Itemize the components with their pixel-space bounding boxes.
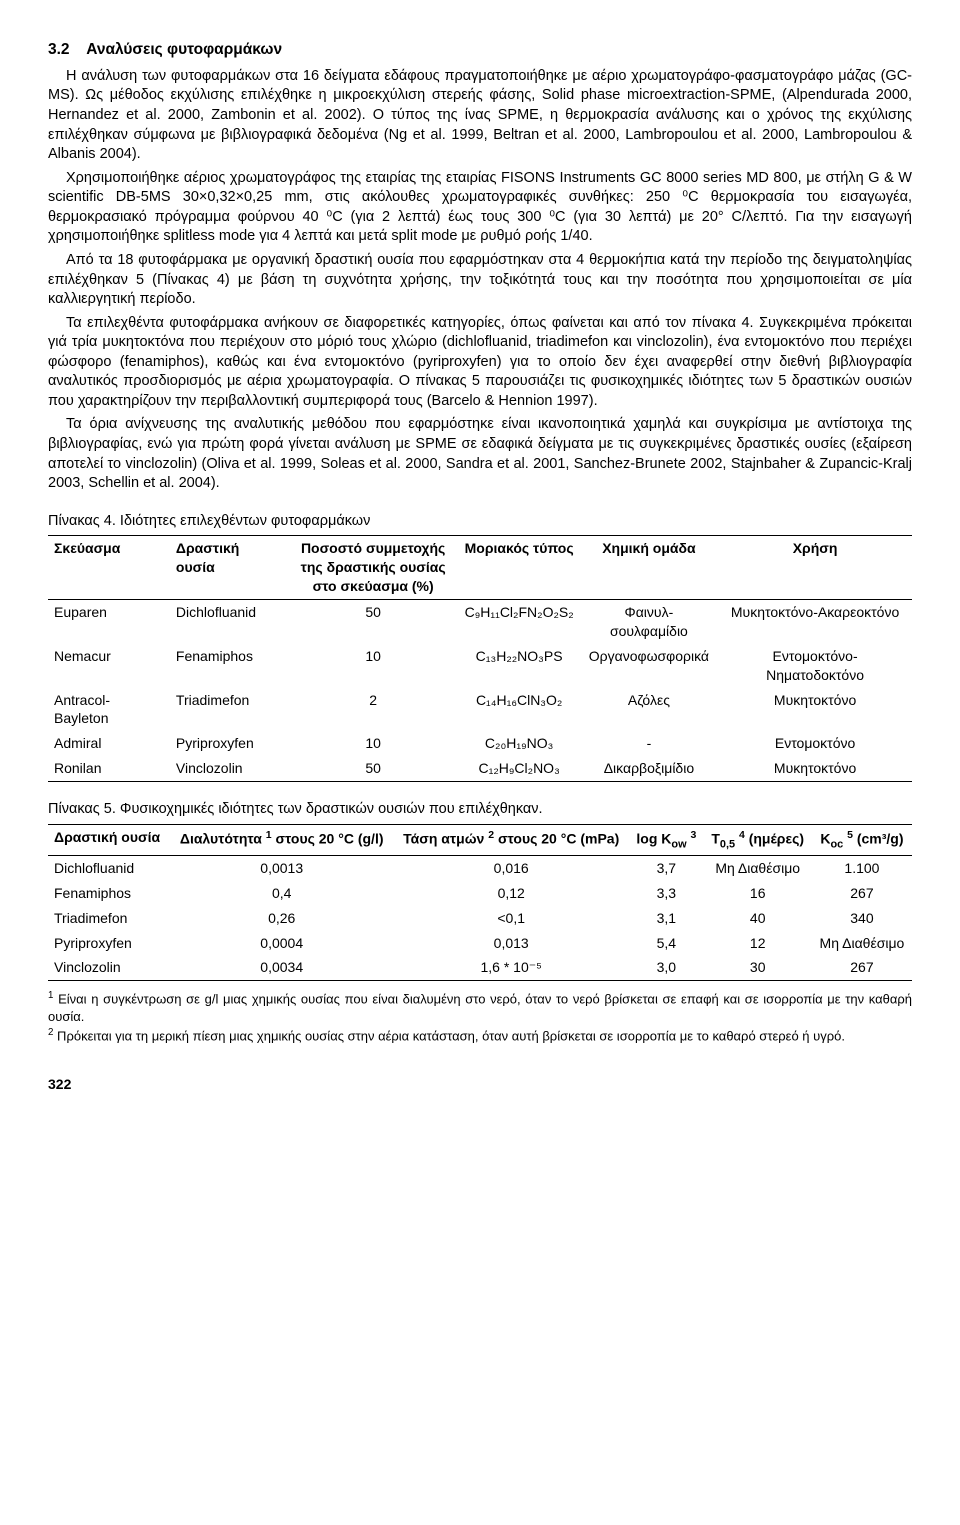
table4-cell: Pyriproxyfen [170,731,288,756]
table4-h2: Δραστική ουσία [170,536,288,600]
table5-cell: 3,7 [629,855,703,880]
table5-cell: 0,12 [393,881,629,906]
table4-h5: Χημική ομάδα [580,536,718,600]
table4-h3: Ποσοστό συμμετοχής της δραστικής ουσίας … [288,536,459,600]
table4-cell: Euparen [48,599,170,643]
table4-cell: Fenamiphos [170,644,288,688]
table5-cell: 30 [704,955,812,980]
table4-cell: Φαινυλ-σουλφαμίδιο [580,599,718,643]
table4-header-row: Σκεύασμα Δραστική ουσία Ποσοστό συμμετοχ… [48,536,912,600]
table-row: Antracol-BayletonTriadimefon2C₁₄H₁₆ClN₃O… [48,688,912,732]
table-row: NemacurFenamiphos10C₁₃H₂₂NO₃PSΟργανοφωσφ… [48,644,912,688]
table5-footnote-1: 1 Είναι η συγκέντρωση σε g/l μιας χημική… [48,989,912,1025]
table-row: AdmiralPyriproxyfen10C₂₀H₁₉NO₃-Εντομοκτό… [48,731,912,756]
table-row: Pyriproxyfen0,00040,0135,412Μη Διαθέσιμο [48,931,912,956]
table4-cell: C₂₀H₁₉NO₃ [459,731,580,756]
table4-cell: Εντομοκτόνο [718,731,912,756]
paragraph-2: Χρησιμοποιήθηκε αέριος χρωματογράφος της… [48,169,912,247]
table5-cell: 3,0 [629,955,703,980]
table5-cell: 267 [812,955,912,980]
page-number: 322 [48,1075,912,1094]
table5-header-row: Δραστική ουσία Διαλυτότητα 1 στους 20 °C… [48,824,912,855]
table-row: Dichlofluanid0,00130,0163,7Μη Διαθέσιμο1… [48,855,912,880]
table5-cell: 0,016 [393,855,629,880]
table4-cell: 50 [288,599,459,643]
table5-h2: Διαλυτότητα 1 στους 20 °C (g/l) [170,824,393,855]
table4-cell: 50 [288,756,459,781]
table-row: Fenamiphos0,40,123,316267 [48,881,912,906]
table5-cell: 3,1 [629,906,703,931]
table4-cell: Μυκητοκτόνο [718,756,912,781]
table4-cell: C₁₃H₂₂NO₃PS [459,644,580,688]
table5-cell: 16 [704,881,812,906]
table-row: Triadimefon0,26<0,13,140340 [48,906,912,931]
table5-cell: Μη Διαθέσιμο [812,931,912,956]
table4-cell: Vinclozolin [170,756,288,781]
table5-cell: 40 [704,906,812,931]
table5-cell: 1.100 [812,855,912,880]
paragraph-5: Τα όρια ανίχνευσης της αναλυτικής μεθόδο… [48,415,912,493]
table4-cell: 2 [288,688,459,732]
table5-cell: 0,26 [170,906,393,931]
table5: Δραστική ουσία Διαλυτότητα 1 στους 20 °C… [48,824,912,982]
table4-cell: Dichlofluanid [170,599,288,643]
table4-cell: - [580,731,718,756]
table5-cell: 340 [812,906,912,931]
table5-h5: T0,5 4 (ημέρες) [704,824,812,855]
table4-cell: C₉H₁₁Cl₂FN₂O₂S₂ [459,599,580,643]
table5-cell: Fenamiphos [48,881,170,906]
table5-cell: 267 [812,881,912,906]
table4-h4: Μοριακός τύπος [459,536,580,600]
table4-cell: Αζόλες [580,688,718,732]
table5-cell: Dichlofluanid [48,855,170,880]
paragraph-1: Η ανάλυση των φυτοφαρμάκων στα 16 δείγμα… [48,67,912,165]
table5-h1: Δραστική ουσία [48,824,170,855]
table5-cell: Triadimefon [48,906,170,931]
table5-cell: 0,0004 [170,931,393,956]
table4-cell: Μυκητοκτόνο-Ακαρεοκτόνο [718,599,912,643]
table4-cell: 10 [288,644,459,688]
table4-h1: Σκεύασμα [48,536,170,600]
table5-cell: 12 [704,931,812,956]
table5-cell: Μη Διαθέσιμο [704,855,812,880]
table5-h4: log Kow 3 [629,824,703,855]
table5-cell: 0,0013 [170,855,393,880]
table4-cell: Ronilan [48,756,170,781]
table5-cell: 0,0034 [170,955,393,980]
table5-cell: <0,1 [393,906,629,931]
table5-h6: Koc 5 (cm³/g) [812,824,912,855]
table4-cell: Triadimefon [170,688,288,732]
table5-cell: 1,6 * 10⁻⁵ [393,955,629,980]
table4-cell: C₁₂H₉Cl₂NO₃ [459,756,580,781]
table5-h3: Τάση ατμών 2 στους 20 °C (mPa) [393,824,629,855]
table4-cell: Nemacur [48,644,170,688]
table4-cell: C₁₄H₁₆ClN₃O₂ [459,688,580,732]
table4-cell: Δικαρβοξιμίδιο [580,756,718,781]
table-row: EuparenDichlofluanid50C₉H₁₁Cl₂FN₂O₂S₂Φαι… [48,599,912,643]
paragraph-4: Τα επιλεχθέντα φυτοφάρμακα ανήκουν σε δι… [48,314,912,412]
section-heading: 3.2 Αναλύσεις φυτοφαρμάκων [48,40,912,61]
table5-caption: Πίνακας 5. Φυσικοχημικές ιδιότητες των δ… [48,800,912,820]
table4-cell: Οργανοφωσφορικά [580,644,718,688]
table4-cell: Admiral [48,731,170,756]
table5-cell: 0,4 [170,881,393,906]
table4-cell: Antracol-Bayleton [48,688,170,732]
table5-cell: Pyriproxyfen [48,931,170,956]
table-row: RonilanVinclozolin50C₁₂H₉Cl₂NO₃Δικαρβοξι… [48,756,912,781]
table5-cell: 0,013 [393,931,629,956]
table4-cell: 10 [288,731,459,756]
table5-cell: Vinclozolin [48,955,170,980]
table5-footnote-2: 2 Πρόκειται για τη μερική πίεση μιας χημ… [48,1026,912,1045]
table5-cell: 5,4 [629,931,703,956]
table4-h6: Χρήση [718,536,912,600]
table4-cell: Εντομοκτόνο-Νηματοδοκτόνο [718,644,912,688]
table-row: Vinclozolin0,00341,6 * 10⁻⁵3,030267 [48,955,912,980]
table4-cell: Μυκητοκτόνο [718,688,912,732]
paragraph-3: Από τα 18 φυτοφάρμακα με οργανική δραστι… [48,251,912,310]
table4: Σκεύασμα Δραστική ουσία Ποσοστό συμμετοχ… [48,535,912,782]
section-title: Αναλύσεις φυτοφαρμάκων [86,41,282,58]
section-number: 3.2 [48,41,70,58]
table4-caption: Πίνακας 4. Ιδιότητες επιλεχθέντων φυτοφα… [48,512,912,532]
table5-cell: 3,3 [629,881,703,906]
